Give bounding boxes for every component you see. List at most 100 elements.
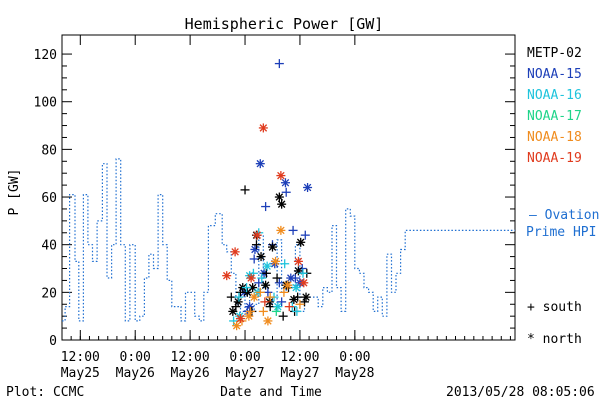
south-plus-marker bbox=[257, 273, 267, 283]
legend-entry-noaa-17: NOAA-17 bbox=[527, 109, 582, 124]
legend-entry-noaa-15: NOAA-15 bbox=[527, 67, 582, 82]
north-star-marker bbox=[249, 292, 259, 302]
north-star-marker bbox=[303, 183, 313, 192]
x-tick-label-time: 12:00 bbox=[171, 350, 210, 365]
south-plus-marker bbox=[265, 292, 275, 302]
symbol-legend-north: * north bbox=[527, 332, 582, 347]
north-star-marker bbox=[262, 261, 272, 271]
north-star-marker bbox=[283, 280, 293, 290]
south-plus-marker bbox=[263, 287, 273, 297]
south-plus-marker bbox=[255, 287, 265, 297]
south-plus-marker bbox=[242, 283, 252, 293]
north-star-marker bbox=[245, 302, 255, 312]
north-star-marker bbox=[296, 237, 306, 247]
y-tick-label: 80 bbox=[41, 143, 57, 158]
legend-entry-noaa-16: NOAA-16 bbox=[527, 88, 582, 103]
x-tick-label-time: 12:00 bbox=[280, 350, 319, 365]
south-plus-marker bbox=[265, 302, 275, 312]
north-star-marker bbox=[276, 225, 286, 235]
north-star-marker bbox=[277, 199, 287, 209]
north-star-marker bbox=[263, 316, 273, 326]
legend-entry-noaa-18: NOAA-18 bbox=[527, 130, 582, 145]
north-star-marker bbox=[273, 302, 283, 312]
north-star-marker bbox=[267, 242, 277, 252]
plot-frame bbox=[61, 34, 516, 341]
north-star-marker bbox=[233, 297, 243, 307]
x-tick-label-date: May27 bbox=[225, 366, 264, 381]
footer-timestamp: 2013/05/28 08:05:06 bbox=[446, 385, 595, 400]
north-star-marker bbox=[258, 123, 268, 133]
x-tick-label-date: May28 bbox=[335, 366, 374, 381]
south-plus-marker bbox=[251, 240, 261, 250]
north-star-marker bbox=[246, 273, 256, 283]
south-plus-marker bbox=[226, 292, 236, 302]
south-plus-marker bbox=[249, 254, 259, 264]
x-tick-label-time: 0:00 bbox=[229, 350, 260, 365]
south-plus-marker bbox=[292, 306, 302, 316]
south-plus-marker bbox=[254, 278, 264, 288]
north-star-marker bbox=[228, 306, 238, 316]
north-star-marker bbox=[293, 256, 303, 266]
south-plus-marker bbox=[278, 311, 288, 321]
north-star-marker bbox=[261, 280, 271, 290]
north-star-marker bbox=[250, 244, 260, 254]
ovation-legend-line2: Prime HPI bbox=[526, 225, 596, 240]
south-plus-marker bbox=[274, 278, 284, 288]
north-star-marker bbox=[289, 294, 299, 304]
south-plus-marker bbox=[298, 268, 308, 278]
south-plus-marker bbox=[272, 273, 282, 283]
plot-area: 02040608010012012:00May250:00May2612:00M… bbox=[34, 34, 582, 381]
x-tick-label-date: May26 bbox=[116, 366, 155, 381]
north-star-marker bbox=[252, 230, 262, 240]
y-tick-label: 20 bbox=[41, 286, 57, 301]
south-plus-marker bbox=[295, 299, 305, 309]
south-plus-marker bbox=[261, 268, 271, 278]
south-plus-marker bbox=[261, 202, 271, 212]
x-tick-label-time: 12:00 bbox=[61, 350, 100, 365]
north-star-marker bbox=[271, 256, 281, 266]
x-tick-label-time: 0:00 bbox=[120, 350, 151, 365]
north-star-marker bbox=[244, 311, 254, 321]
north-star-marker bbox=[255, 159, 265, 169]
x-tick-label-date: May27 bbox=[280, 366, 319, 381]
south-plus-marker bbox=[281, 187, 291, 197]
south-plus-marker bbox=[288, 225, 298, 235]
y-tick-label: 100 bbox=[34, 96, 57, 111]
north-star-marker bbox=[235, 314, 245, 324]
north-star-marker bbox=[276, 171, 286, 181]
south-plus-marker bbox=[280, 259, 290, 269]
south-plus-marker bbox=[234, 292, 244, 302]
south-plus-marker bbox=[284, 302, 294, 312]
y-tick-label: 60 bbox=[41, 191, 57, 206]
north-star-marker bbox=[299, 278, 309, 288]
south-plus-marker bbox=[271, 306, 281, 316]
north-star-marker bbox=[280, 178, 290, 188]
chart-title: Hemispheric Power [GW] bbox=[185, 15, 384, 33]
north-star-marker bbox=[291, 283, 301, 293]
x-tick-label-date: May25 bbox=[61, 366, 100, 381]
north-star-marker bbox=[232, 321, 242, 331]
south-plus-marker bbox=[240, 185, 250, 195]
south-plus-marker bbox=[258, 306, 268, 316]
north-star-marker bbox=[293, 266, 303, 276]
x-tick-label-time: 0:00 bbox=[339, 350, 370, 365]
ovation-legend-line1: — Ovation bbox=[529, 208, 599, 223]
y-tick-label: 0 bbox=[49, 334, 57, 349]
footer-plot-credit: Plot: CCMC bbox=[6, 385, 84, 400]
y-axis-label: P [GW] bbox=[7, 169, 22, 216]
legend-entry-metp-02: METP-02 bbox=[527, 46, 582, 61]
symbol-legend-south: + south bbox=[527, 300, 582, 315]
north-star-marker bbox=[256, 252, 266, 262]
y-tick-label: 120 bbox=[34, 48, 57, 63]
south-plus-marker bbox=[260, 297, 270, 307]
north-star-marker bbox=[286, 273, 296, 283]
north-star-marker bbox=[301, 292, 311, 302]
north-star-marker bbox=[222, 271, 232, 281]
south-plus-marker bbox=[274, 59, 284, 69]
x-axis-label: Date and Time bbox=[220, 385, 322, 400]
south-plus-marker bbox=[279, 287, 289, 297]
south-plus-marker bbox=[229, 316, 239, 326]
y-tick-label: 40 bbox=[41, 239, 57, 254]
north-star-marker bbox=[274, 192, 284, 202]
